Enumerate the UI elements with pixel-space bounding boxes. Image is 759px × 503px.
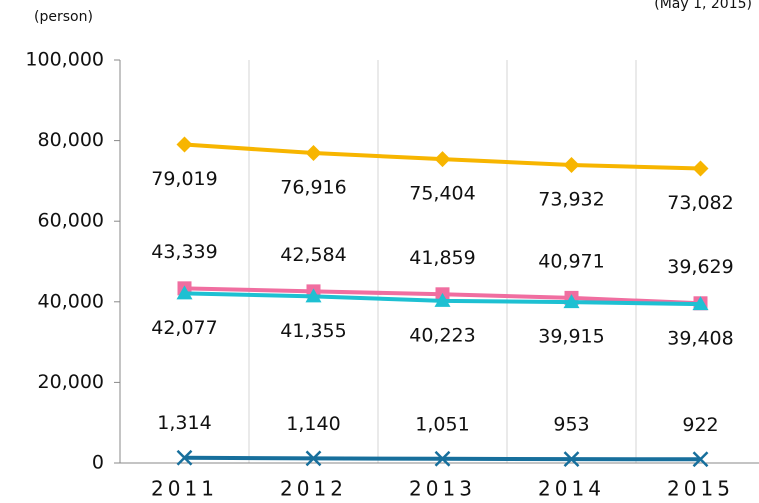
marker <box>692 160 709 177</box>
marker <box>434 151 451 168</box>
y-axis-label: (person) <box>34 9 93 25</box>
marker <box>563 157 580 174</box>
data-label: 39,408 <box>667 328 733 350</box>
x-tick-label: 2015 <box>667 477 734 501</box>
data-label: 73,932 <box>538 189 604 211</box>
x-tick-label: 2013 <box>409 477 476 501</box>
marker <box>176 449 193 466</box>
marker <box>305 288 322 303</box>
y-tick-label: 40,000 <box>38 290 104 312</box>
data-label: 41,355 <box>280 320 346 342</box>
marker <box>563 451 580 468</box>
marker <box>434 450 451 467</box>
data-label: 40,223 <box>409 324 475 346</box>
marker <box>692 451 709 468</box>
x-tick-label: 2011 <box>151 477 218 501</box>
data-label: 953 <box>553 414 589 436</box>
data-label: 39,915 <box>538 326 604 348</box>
x-tick-label: 2012 <box>280 477 347 501</box>
data-label: 42,077 <box>151 317 217 339</box>
data-label: 41,859 <box>409 247 475 269</box>
data-label: 76,916 <box>280 177 346 199</box>
x-tick-label: 2014 <box>538 477 605 501</box>
y-tick-label: 80,000 <box>38 129 104 151</box>
data-label: 40,971 <box>538 250 604 272</box>
marker <box>305 450 322 467</box>
data-label: 75,404 <box>409 183 475 205</box>
data-label: 1,314 <box>157 412 211 434</box>
marker <box>434 292 451 307</box>
y-tick-label: 60,000 <box>38 210 104 232</box>
data-label: 39,629 <box>667 256 733 278</box>
y-tick-label: 0 <box>92 452 104 474</box>
data-label: 73,082 <box>667 192 733 214</box>
marker <box>176 285 193 300</box>
data-label: 43,339 <box>151 241 217 263</box>
marker <box>692 296 709 311</box>
y-tick-label: 20,000 <box>38 371 104 393</box>
data-label: 42,584 <box>280 244 346 266</box>
marker <box>305 145 322 162</box>
data-label: 1,051 <box>415 413 469 435</box>
data-label: 922 <box>682 414 718 436</box>
y-tick-label: 100,000 <box>25 49 104 71</box>
marker <box>563 294 580 309</box>
marker <box>176 136 193 153</box>
data-label: 79,019 <box>151 168 217 190</box>
note: (May 1, 2015) <box>654 0 752 12</box>
data-label: 1,140 <box>286 413 340 435</box>
